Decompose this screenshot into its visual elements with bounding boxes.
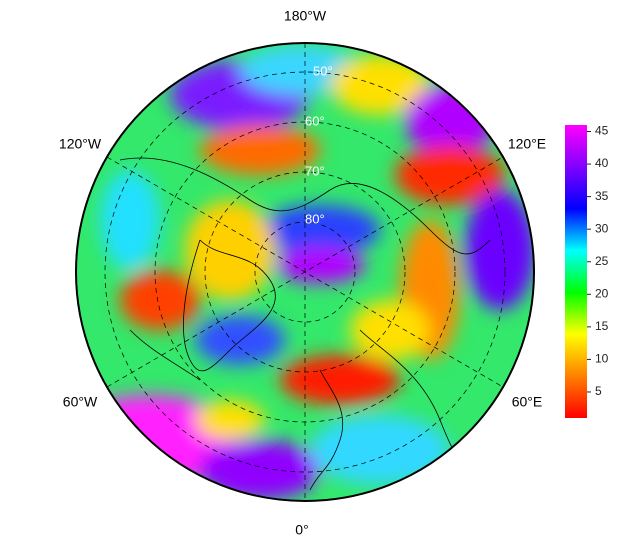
colorbar-tick-label: 25 <box>595 254 609 268</box>
latitude-label: 60° <box>305 113 325 128</box>
longitude-label: 60°W <box>63 394 98 410</box>
colorbar-tick-label: 40 <box>595 156 609 170</box>
latitude-label: 50° <box>313 63 333 78</box>
colorbar-tick-label: 45 <box>595 124 609 138</box>
latitude-label: 70° <box>305 163 325 178</box>
map-border <box>75 42 535 502</box>
longitude-label: 0° <box>295 522 308 538</box>
colorbar-tick-label: 5 <box>595 384 602 398</box>
graticule <box>104 43 506 501</box>
longitude-label: 180°W <box>284 8 327 24</box>
map-field <box>76 43 534 501</box>
colorbar <box>565 125 587 418</box>
colorbar-tick-label: 35 <box>595 189 609 203</box>
longitude-label: 120°W <box>59 136 102 152</box>
latitude-label: 80° <box>305 211 325 226</box>
colorbar-tick-label: 10 <box>595 352 609 366</box>
colorbar-tick-label: 20 <box>595 286 609 300</box>
colorbar-tick-label: 30 <box>595 221 609 235</box>
colorbar-tick-label: 15 <box>595 319 609 333</box>
longitude-label: 60°E <box>512 394 543 410</box>
longitude-label: 120°E <box>508 136 546 152</box>
